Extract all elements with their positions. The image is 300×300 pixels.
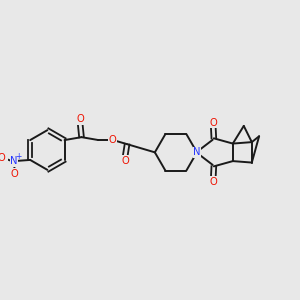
Text: N: N bbox=[193, 147, 201, 157]
Text: O: O bbox=[109, 135, 116, 145]
Text: O: O bbox=[11, 169, 19, 179]
Text: O: O bbox=[122, 156, 129, 166]
Text: O: O bbox=[209, 177, 217, 187]
Text: O: O bbox=[76, 114, 84, 124]
Text: N: N bbox=[11, 156, 18, 167]
Text: O: O bbox=[0, 153, 6, 163]
Text: +: + bbox=[15, 152, 21, 160]
Text: O: O bbox=[209, 118, 217, 128]
